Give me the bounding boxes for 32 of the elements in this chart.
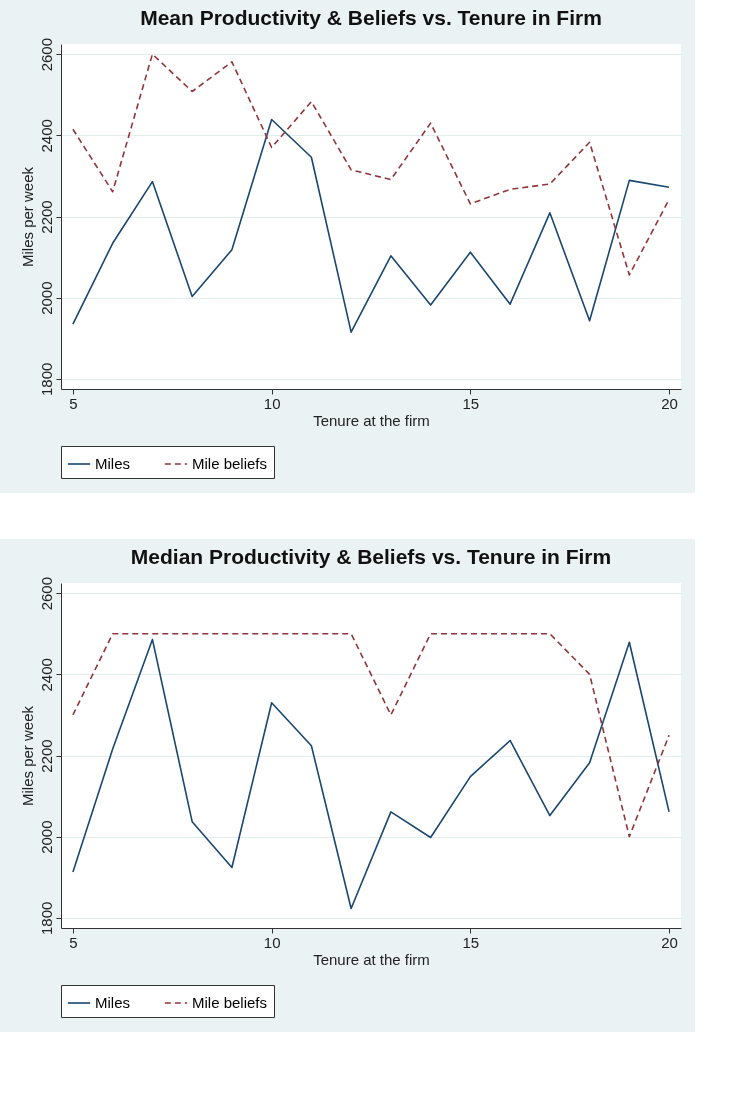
x-tick-label: 10 xyxy=(263,933,281,951)
line-series xyxy=(72,638,670,910)
legend-label: Mile beliefs xyxy=(192,455,268,472)
x-axis-title: Tenure at the firm xyxy=(313,411,430,429)
x-axis-title: Tenure at the firm xyxy=(313,950,430,968)
y-tick-label: 2400 xyxy=(37,119,55,153)
y-axis-title: Miles per week xyxy=(18,166,36,268)
x-tick-label: 5 xyxy=(69,933,78,951)
line-series xyxy=(72,632,670,838)
x-tick-label: 5 xyxy=(69,394,78,412)
x-tick-label: 20 xyxy=(661,933,678,951)
line-series xyxy=(72,53,670,276)
y-tick-label: 2000 xyxy=(37,281,55,315)
legend-label: Mile beliefs xyxy=(192,994,268,1011)
chart-title: Mean Productivity & Beliefs vs. Tenure in Firm xyxy=(140,6,602,30)
legend-label: Miles xyxy=(95,455,131,472)
y-tick-label: 2000 xyxy=(37,820,55,854)
chart-title: Median Productivity & Beliefs vs. Tenure in Firm xyxy=(130,545,612,569)
x-tick-label: 15 xyxy=(462,394,480,412)
legend-label: Miles xyxy=(95,994,131,1011)
y-axis-title: Miles per week xyxy=(18,705,36,807)
y-tick-label: 2600 xyxy=(37,576,55,611)
y-tick-label: 1800 xyxy=(37,901,55,936)
line-series xyxy=(72,118,670,333)
y-tick-label: 2200 xyxy=(37,739,55,773)
y-tick-label: 2600 xyxy=(37,37,55,72)
y-tick-label: 2400 xyxy=(37,658,55,692)
y-tick-label: 2200 xyxy=(37,200,55,234)
y-tick-label: 1800 xyxy=(37,362,55,397)
x-tick-label: 20 xyxy=(661,394,678,412)
x-tick-label: 15 xyxy=(462,933,480,951)
x-tick-label: 10 xyxy=(263,394,281,412)
